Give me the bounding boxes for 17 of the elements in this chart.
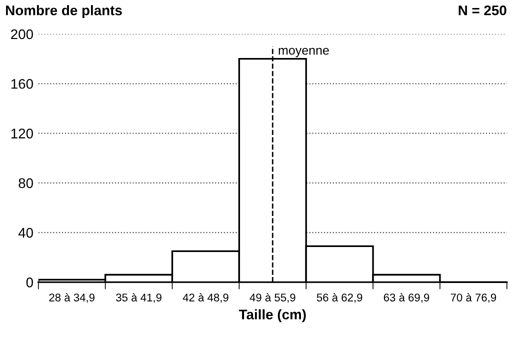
- x-tick-label: 49 à 55,9: [250, 293, 296, 303]
- y-axis-title: Nombre de plants: [6, 5, 122, 18]
- x-tick-label: 70 à 76,9: [450, 293, 496, 303]
- x-tick-label: 35 à 41,9: [116, 293, 162, 303]
- x-tick-label: 63 à 69,9: [384, 293, 430, 303]
- ref-line-label: moyenne: [278, 48, 329, 58]
- y-tick-label: 160: [11, 78, 33, 89]
- y-tick-label: 80: [18, 178, 33, 188]
- y-tick-label: 40: [18, 228, 33, 238]
- y-tick-label: 200: [11, 29, 33, 40]
- y-tick-label: 0: [26, 278, 33, 288]
- text: N = 250: [458, 5, 506, 16]
- x-tick-label: 42 à 48,9: [182, 293, 228, 303]
- x-axis-title: Taille (cm): [238, 309, 306, 322]
- x-tick-label: 28 à 34,9: [49, 293, 95, 303]
- x-tick-label: 56 à 62,9: [316, 293, 362, 303]
- y-tick-label: 120: [11, 128, 33, 138]
